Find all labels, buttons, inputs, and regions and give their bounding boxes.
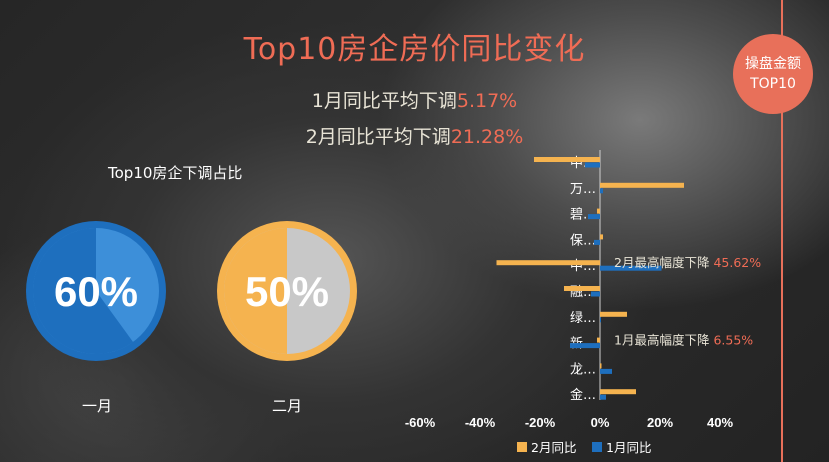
bar-jan-2	[588, 214, 600, 220]
x-tick-label-2: -20%	[525, 415, 556, 430]
bar-category-label-1: 万…	[570, 182, 596, 197]
summary-feb-text: 2月同比平均下调	[305, 126, 451, 148]
bar-jan-5	[591, 291, 600, 297]
bar-jan-4	[600, 265, 662, 271]
bar-category-label-6: 绿…	[570, 311, 596, 326]
top10-badge: 操盘金额 TOP10	[733, 34, 813, 114]
bar-category-label-8: 龙…	[570, 362, 596, 377]
bar-annotation-text-0: 2月最高幅度下降	[614, 255, 713, 270]
pie-main-slice-0	[32, 228, 134, 355]
bar-feb-7	[597, 337, 600, 343]
bar-annotation-value-0: 45.62%	[713, 255, 761, 270]
bar-feb-6	[600, 311, 627, 317]
badge-line2: TOP10	[750, 76, 796, 92]
bar-jan-1	[600, 188, 603, 194]
bar-annotation-value-1: 6.55%	[713, 333, 753, 348]
bar-feb-3	[600, 234, 603, 240]
legend-swatch-0	[517, 442, 527, 452]
bar-feb-9	[600, 389, 636, 395]
legend-label-1: 1月同比	[606, 440, 651, 455]
bar-jan-9	[600, 394, 606, 400]
bar-feb-8	[600, 363, 602, 369]
x-tick-label-3: 0%	[591, 415, 610, 430]
badge-line1: 操盘金额	[745, 56, 801, 72]
x-tick-label-5: 40%	[707, 415, 733, 430]
bar-feb-0	[534, 157, 600, 162]
bar-jan-6	[600, 317, 601, 323]
x-tick-label-0: -60%	[405, 415, 436, 430]
edge-accent-line	[781, 0, 783, 462]
bar-jan-0	[585, 162, 600, 168]
summary-feb-value: 21.28%	[450, 126, 524, 148]
x-tick-label-1: -40%	[465, 415, 496, 430]
summary-jan: 1月同比平均下调5.17%	[0, 86, 829, 113]
x-tick-label-4: 20%	[647, 415, 673, 430]
pie-label-feb: 二月	[272, 397, 303, 415]
legend-label-0: 2月同比	[531, 440, 576, 455]
bar-category-label-3: 保…	[570, 233, 596, 248]
summary-jan-text: 1月同比平均下调	[311, 90, 457, 112]
pie-label-jan: 一月	[82, 397, 113, 415]
bar-jan-3	[594, 239, 600, 245]
pie-section-title: Top10房企下调占比	[108, 164, 243, 182]
bar-jan-8	[600, 368, 612, 374]
bar-category-label-9: 金…	[570, 387, 596, 403]
bar-feb-2	[597, 208, 600, 214]
page-title: Top10房企房价同比变化	[243, 32, 586, 67]
legend-swatch-1	[592, 442, 602, 452]
summary-jan-value: 5.17%	[456, 90, 518, 112]
bar-annotation-1: 1月最高幅度下降 6.55%	[614, 333, 753, 348]
bar-jan-7	[570, 343, 600, 349]
pie-main-slice-1	[224, 228, 287, 354]
bar-feb-4	[496, 260, 600, 266]
summary-feb: 2月同比平均下调21.28%	[0, 122, 829, 149]
bar-feb-1	[600, 182, 684, 188]
pie-value-label-1: 50%	[245, 268, 329, 315]
bar-annotation-0: 2月最高幅度下降 45.62%	[614, 255, 761, 270]
bar-feb-5	[564, 286, 600, 291]
pie-value-label-0: 60%	[54, 268, 138, 315]
bar-annotation-text-1: 1月最高幅度下降	[614, 333, 713, 348]
